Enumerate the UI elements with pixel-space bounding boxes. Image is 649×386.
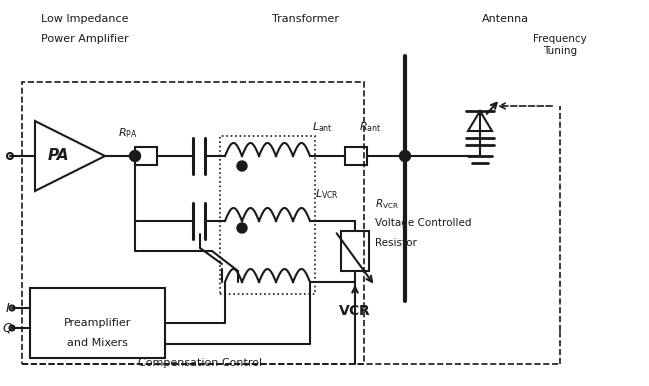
Text: and Mixers: and Mixers <box>67 338 128 348</box>
Text: Voltage Controlled: Voltage Controlled <box>375 218 472 228</box>
Text: $\mathit{I}$: $\mathit{I}$ <box>5 301 10 315</box>
Text: Frequency
Tuning: Frequency Tuning <box>533 34 587 56</box>
Text: $R_{\mathrm{PA}}$: $R_{\mathrm{PA}}$ <box>118 126 138 140</box>
Circle shape <box>237 161 247 171</box>
Text: PA: PA <box>47 149 69 164</box>
Text: $\mathbf{VCR}$: $\mathbf{VCR}$ <box>338 304 372 318</box>
Text: Antenna: Antenna <box>482 14 528 24</box>
Text: Resistor: Resistor <box>375 238 417 248</box>
Circle shape <box>237 223 247 233</box>
Text: $L_{\mathrm{ant}}$: $L_{\mathrm{ant}}$ <box>312 120 333 134</box>
Text: Low Impedance: Low Impedance <box>42 14 129 24</box>
Text: Transformer: Transformer <box>271 14 339 24</box>
Text: Compensation Control: Compensation Control <box>138 358 262 368</box>
Text: Power Amplifier: Power Amplifier <box>41 34 129 44</box>
Text: $R_{\mathrm{VCR}}$: $R_{\mathrm{VCR}}$ <box>375 197 399 211</box>
Text: $R_{\mathrm{ant}}$: $R_{\mathrm{ant}}$ <box>359 120 381 134</box>
Text: $\mathit{Q}$: $\mathit{Q}$ <box>3 321 14 335</box>
Circle shape <box>400 151 411 161</box>
Text: Preamplifier: Preamplifier <box>64 318 131 328</box>
Circle shape <box>130 151 140 161</box>
Text: $L_{\mathrm{VCR}}$: $L_{\mathrm{VCR}}$ <box>315 187 339 201</box>
